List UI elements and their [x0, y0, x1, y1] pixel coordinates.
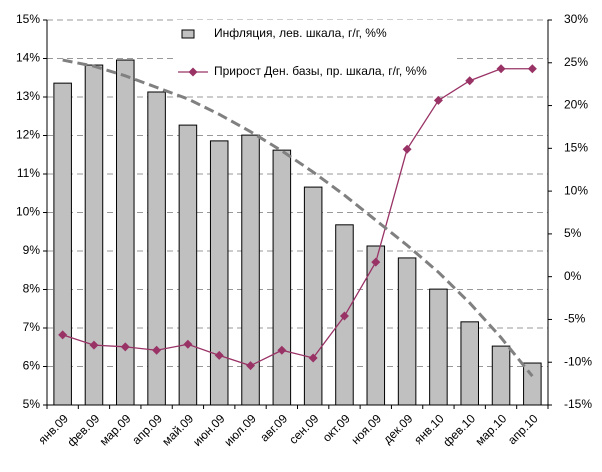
y-tick-label: 11% — [17, 166, 40, 180]
y2-tick-label: 25% — [564, 55, 588, 69]
y-tick-label: 9% — [23, 243, 41, 257]
y-tick-label: 6% — [23, 359, 41, 373]
y2-tick-label: 20% — [564, 98, 588, 112]
bar — [429, 288, 448, 406]
marker — [246, 361, 256, 371]
x-tick-label: авг.09 — [257, 411, 290, 444]
y-tick-label: 7% — [23, 320, 41, 334]
bar — [366, 245, 386, 406]
y-tick-label: 8% — [23, 282, 41, 296]
x-tick-label: июл.09 — [221, 411, 259, 449]
x-tick-label: ноя.09 — [348, 411, 384, 447]
x-tick-label: окт.09 — [320, 411, 353, 444]
marker — [277, 345, 287, 355]
legend-swatch — [181, 29, 195, 39]
x-tick-label: дек.09 — [380, 411, 415, 446]
marker — [465, 76, 475, 86]
y2-tick-label: 30% — [564, 12, 588, 26]
x-tick-label: апр.10 — [505, 411, 541, 447]
y2-tick-label: 5% — [564, 226, 582, 240]
bar — [491, 345, 511, 406]
marker — [433, 95, 443, 105]
marker — [89, 340, 99, 350]
bar — [178, 124, 198, 406]
y-tick-label: 15% — [16, 12, 40, 26]
x-tick-label: мар.09 — [97, 411, 134, 448]
x-tick-label: мар.10 — [472, 411, 509, 448]
marker — [152, 345, 162, 355]
y-tick-label: 14% — [16, 51, 40, 65]
y-tick-label: 12% — [16, 128, 40, 142]
marker — [527, 64, 537, 74]
x-tick-label: сен.09 — [286, 411, 322, 447]
bar — [303, 186, 323, 406]
bar — [209, 140, 229, 406]
marker — [120, 342, 130, 352]
line — [62, 68, 533, 367]
y2-tick-label: 10% — [564, 183, 588, 197]
bar — [84, 64, 104, 406]
bar — [460, 321, 479, 406]
x-tick-label: май.09 — [159, 411, 196, 448]
bar — [397, 257, 417, 406]
legend-label: Прирост Ден. базы, пр. шкала, г/г, %% — [214, 64, 427, 78]
trend-line — [62, 58, 534, 378]
x-tick-label: апр.09 — [129, 411, 165, 447]
x-tick-label: июн.09 — [190, 411, 228, 449]
bar — [147, 91, 166, 406]
marker — [371, 257, 381, 267]
y-tick-label: 13% — [16, 89, 40, 103]
bar — [53, 82, 72, 406]
marker — [58, 330, 68, 340]
bar — [116, 59, 135, 406]
y2-tick-label: 15% — [564, 141, 588, 155]
legend-label: Инфляция, лев. шкала, г/г, %% — [214, 26, 387, 40]
marker — [214, 350, 224, 360]
marker — [496, 64, 506, 74]
y-tick-label: 10% — [16, 205, 40, 219]
y2-tick-label: -10% — [564, 354, 592, 368]
marker — [183, 339, 193, 349]
y2-tick-label: -15% — [564, 397, 592, 411]
x-tick-label: фев.09 — [64, 411, 102, 449]
marker — [308, 353, 318, 363]
y2-tick-label: 0% — [564, 269, 582, 283]
y2-tick-label: -5% — [564, 312, 586, 326]
marker — [339, 311, 349, 321]
bar — [272, 149, 292, 406]
bar — [523, 362, 542, 406]
legend-box — [174, 20, 456, 86]
marker — [402, 144, 412, 154]
y-tick-label: 5% — [23, 397, 41, 411]
x-tick-label: фев.10 — [440, 411, 478, 449]
legend-marker — [188, 67, 198, 77]
